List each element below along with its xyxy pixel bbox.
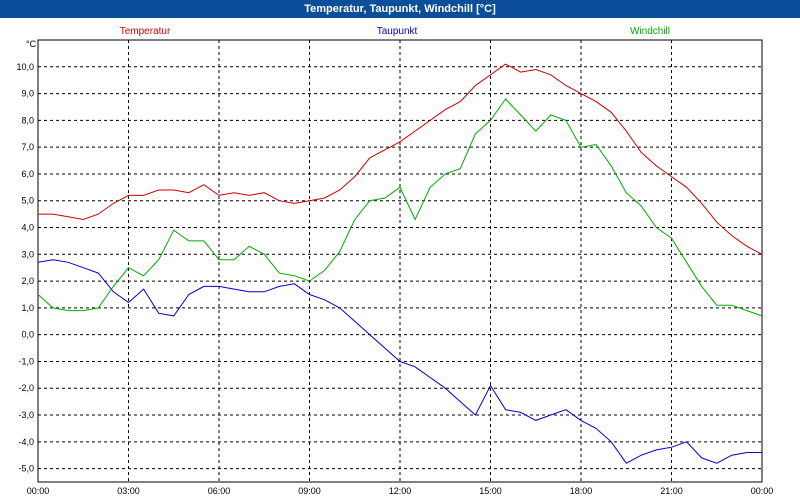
x-tick-time: 15:00	[479, 486, 502, 496]
grid-lines	[38, 40, 762, 482]
y-tick-labels: 10,0 9,0 8,0 7,0 6,0 5,0 4,0 3,0 2,0 1,0 0,0 -1,0 -2…	[16, 62, 34, 474]
x-tick-time: 06:00	[208, 486, 231, 496]
x-tick-time: 00:00	[27, 486, 50, 496]
series-lines	[37, 63, 763, 464]
legend-item-windchill: Windchill	[630, 26, 670, 37]
y-tick-label: 7,0	[21, 142, 34, 152]
y-tick-label: 1,0	[21, 303, 34, 313]
y-tick-label: -1,0	[18, 356, 34, 366]
legend-item-temperatur: Temperatur	[120, 26, 171, 37]
legend: Temperatur Taupunkt Windchill	[120, 26, 670, 37]
y-tick-label: 5,0	[21, 196, 34, 206]
y-tick-label: 2,0	[21, 276, 34, 286]
x-tick-time: 12:00	[389, 486, 412, 496]
y-tick-label: 10,0	[16, 62, 34, 72]
x-tick-time: 18:00	[570, 486, 593, 496]
y-tick-label: -4,0	[18, 437, 34, 447]
y-tick-label: 4,0	[21, 223, 34, 233]
chart-area: 10,0 9,0 8,0 7,0 6,0 5,0 4,0 3,0 2,0 1,0 0,0 -1,0 -2…	[16, 26, 774, 496]
series-line-taupunkt	[37, 259, 762, 464]
y-tick-label: -2,0	[18, 383, 34, 393]
y-tick-label: 6,0	[21, 169, 34, 179]
x-tick-time: 00:00	[751, 486, 774, 496]
x-tick-time: 21:00	[660, 486, 683, 496]
series-line-temperatur	[38, 63, 763, 255]
y-tick-label: -3,0	[18, 410, 34, 420]
chart-title: Temperatur, Taupunkt, Windchill [°C]	[0, 0, 800, 18]
y-tick-label: -5,0	[18, 464, 34, 474]
x-tick-time: 03:00	[117, 486, 140, 496]
series-line-windchill	[37, 98, 763, 317]
y-tick-label: 8,0	[21, 115, 34, 125]
y-tick-label: 0,0	[21, 330, 34, 340]
legend-item-taupunkt: Taupunkt	[377, 26, 418, 37]
y-tick-label: 9,0	[21, 89, 34, 99]
x-tick-labels: 00:0021.03.2003:0021.03.2006:0021.03.200…	[27, 486, 774, 496]
y-tick-label: 3,0	[21, 249, 34, 259]
y-axis-unit: °C	[26, 39, 37, 49]
x-tick-time: 09:00	[298, 486, 321, 496]
